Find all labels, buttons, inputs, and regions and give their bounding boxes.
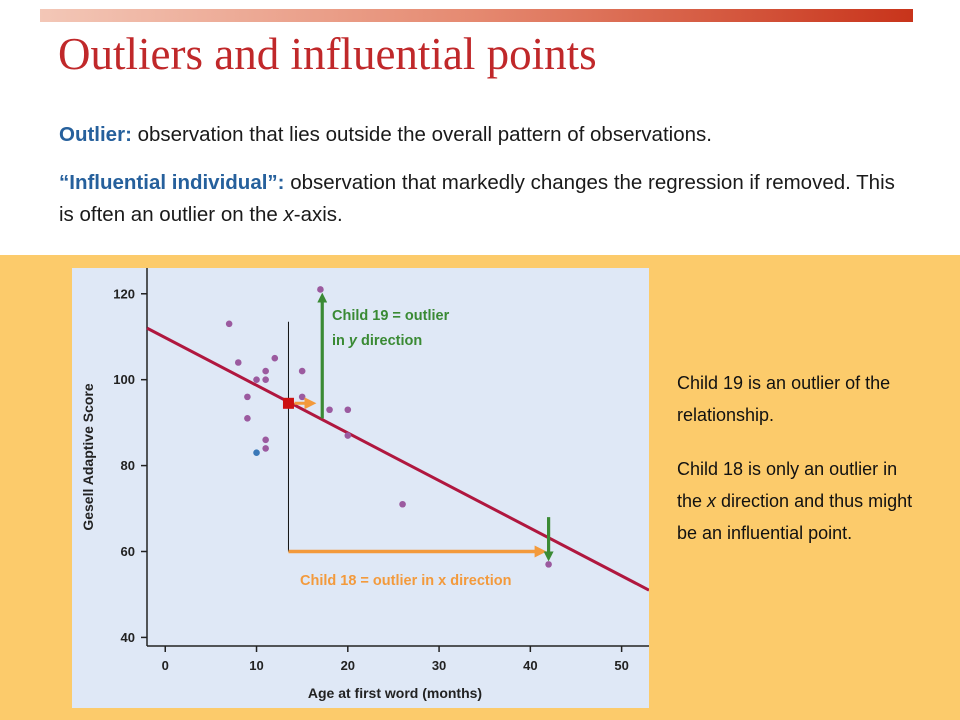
child19-label-in: in bbox=[332, 333, 349, 349]
outlier-term: Outlier: bbox=[59, 123, 132, 146]
data-point bbox=[244, 415, 251, 422]
x-tick-label: 0 bbox=[162, 658, 169, 673]
data-point bbox=[253, 376, 260, 383]
side-note-p2-x: x bbox=[707, 491, 717, 511]
data-point bbox=[262, 376, 269, 383]
annotations bbox=[282, 292, 554, 562]
data-point bbox=[298, 367, 306, 375]
influential-text-2: -axis. bbox=[293, 203, 343, 226]
slide-title: Outliers and influential points bbox=[58, 29, 597, 79]
outlier-text: observation that lies outside the overal… bbox=[131, 123, 712, 146]
x-tick-label: 10 bbox=[249, 658, 263, 673]
data-point bbox=[344, 406, 352, 414]
scatter-chart: 0 10 20 30 40 50 40 60 80 100 120 Age at first wor… bbox=[72, 268, 649, 708]
data-point bbox=[399, 500, 406, 508]
influential-definition: “Influential individual”: observation th… bbox=[59, 167, 899, 231]
x-axis-label: Age at first word (months) bbox=[308, 685, 482, 701]
side-note-p2: Child 18 is only an outlier in the x dir… bbox=[677, 453, 917, 549]
title-accent-bar bbox=[40, 9, 913, 22]
data-point bbox=[317, 286, 324, 293]
child18-label: Child 18 = outlier in x direction bbox=[300, 573, 512, 589]
data-point bbox=[545, 561, 552, 568]
axis-ticks: 0 10 20 30 40 50 40 60 80 100 120 bbox=[113, 286, 629, 673]
data-point bbox=[225, 320, 233, 328]
x-tick-label: 50 bbox=[614, 658, 628, 673]
data-point bbox=[234, 359, 242, 366]
data-point bbox=[253, 449, 260, 457]
y-tick-label: 100 bbox=[113, 372, 135, 387]
data-point bbox=[298, 393, 306, 401]
data-point bbox=[262, 445, 269, 452]
influential-term: “Influential individual”: bbox=[59, 171, 285, 194]
outlier-definition: Outlier: observation that lies outside t… bbox=[59, 119, 712, 151]
y-tick-label: 60 bbox=[121, 544, 135, 559]
child19-label-line1: Child 19 = outlier bbox=[332, 308, 450, 324]
data-point bbox=[244, 393, 251, 401]
y-tick-label: 80 bbox=[121, 458, 135, 473]
side-note-p2-a: Child 18 is only an outlier in the bbox=[677, 459, 898, 511]
data-point bbox=[262, 367, 269, 375]
data-point bbox=[262, 436, 269, 444]
child19-label-direction: direction bbox=[357, 333, 422, 349]
data-point bbox=[271, 354, 279, 362]
influential-text-x: x bbox=[283, 203, 294, 226]
data-points bbox=[225, 286, 552, 568]
data-point bbox=[344, 432, 352, 439]
plot-background bbox=[72, 268, 649, 708]
data-point bbox=[326, 406, 333, 414]
y-tick-label: 40 bbox=[121, 630, 135, 645]
regression-line bbox=[146, 326, 649, 592]
y-axis-label: Gesell Adaptive Score bbox=[80, 383, 96, 531]
y-tick-label: 120 bbox=[113, 286, 135, 301]
removed-line-marker bbox=[282, 397, 294, 409]
side-note-p1: Child 19 is an outlier of the relationsh… bbox=[677, 373, 891, 425]
side-note-p2-b: direction and thus might be an influenti… bbox=[677, 491, 913, 543]
side-note: Child 19 is an outlier of the relationsh… bbox=[677, 367, 917, 549]
influential-text-1: observation that markedly changes the re… bbox=[59, 171, 895, 226]
x-tick-label: 20 bbox=[341, 658, 355, 673]
x-tick-label: 40 bbox=[523, 658, 537, 673]
x-tick-label: 30 bbox=[432, 658, 446, 673]
child19-label-y: y bbox=[348, 333, 358, 349]
child19-label-line2: in y direction bbox=[332, 333, 422, 349]
